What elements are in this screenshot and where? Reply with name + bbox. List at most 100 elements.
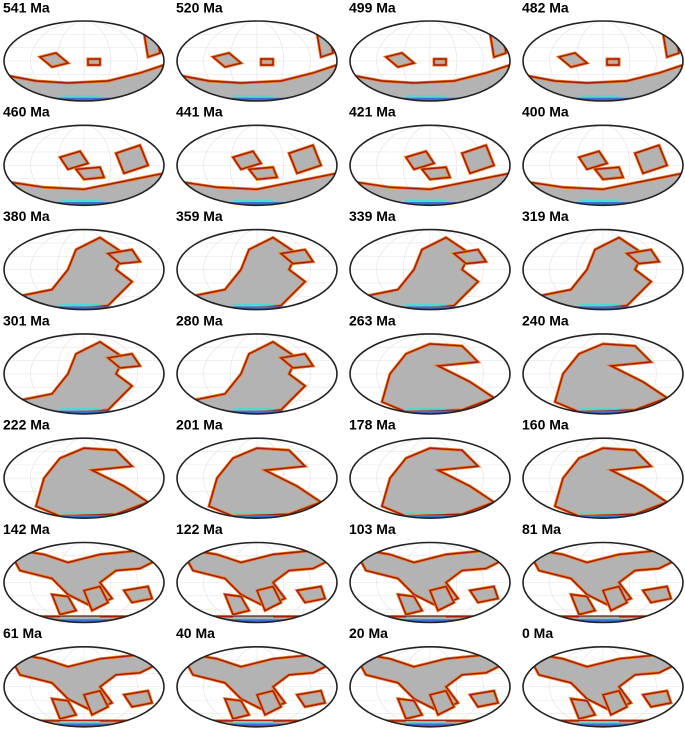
margin <box>177 615 337 623</box>
map-outline <box>176 124 338 207</box>
margin <box>523 720 683 727</box>
landmass <box>294 584 327 605</box>
landmass <box>467 584 500 605</box>
map-outline <box>349 541 511 624</box>
map-panel: 339 Ma <box>349 208 511 311</box>
age-label: 280 Ma <box>176 312 223 328</box>
map-panel: 541 Ma <box>3 0 165 102</box>
landmass <box>380 446 498 518</box>
age-label: 201 Ma <box>176 417 223 433</box>
margin <box>420 166 451 181</box>
map-outline <box>349 333 511 415</box>
margin <box>177 64 337 101</box>
map-panel: 499 Ma <box>349 0 511 102</box>
margin <box>468 585 499 604</box>
margin <box>350 64 510 101</box>
map-outline <box>3 541 165 624</box>
map-outline <box>349 228 511 311</box>
age-label: 160 Ma <box>522 417 569 433</box>
landmass <box>640 689 673 709</box>
map-panel: 61 Ma <box>3 625 165 728</box>
age-label: 380 Ma <box>3 208 50 224</box>
landmass <box>34 446 152 518</box>
age-label: 541 Ma <box>3 0 50 15</box>
margin <box>350 615 510 623</box>
margin <box>523 615 683 623</box>
graticule <box>30 229 138 310</box>
margin <box>256 585 282 612</box>
graticule <box>229 125 285 206</box>
age-label: 103 Ma <box>349 521 396 537</box>
margin <box>256 689 282 716</box>
landmass <box>207 446 325 518</box>
margin <box>35 447 150 517</box>
margin <box>4 720 164 727</box>
age-label: 0 Ma <box>522 625 553 641</box>
landmass <box>380 342 498 414</box>
age-label: 460 Ma <box>3 104 50 120</box>
map-outline <box>3 20 165 102</box>
map-body <box>177 21 337 101</box>
margin <box>381 343 496 413</box>
age-label: 520 Ma <box>176 0 223 15</box>
landmass <box>553 342 671 414</box>
margin <box>179 651 335 712</box>
margin <box>122 690 153 708</box>
map-outline <box>522 541 684 624</box>
landmass <box>86 57 102 67</box>
margin <box>260 58 274 66</box>
margin <box>641 585 672 604</box>
landmass <box>114 143 150 176</box>
landmass <box>633 143 669 176</box>
map-outline <box>176 437 338 520</box>
age-label: 142 Ma <box>3 521 50 537</box>
graticule <box>56 125 112 206</box>
age-label: 319 Ma <box>522 208 569 224</box>
map-outline <box>522 645 684 728</box>
graticule <box>376 438 484 519</box>
map-panel: 201 Ma <box>176 417 338 520</box>
map-panel: 178 Ma <box>349 417 511 520</box>
margin <box>525 547 681 608</box>
map-outline <box>3 228 165 311</box>
graticule <box>30 646 138 727</box>
age-label: 61 Ma <box>3 625 42 641</box>
margin <box>634 144 668 175</box>
landmass <box>294 689 327 709</box>
map-outline <box>349 437 511 520</box>
landmass <box>259 57 275 67</box>
map-outline <box>349 645 511 728</box>
graticule <box>30 438 138 519</box>
landmass <box>121 689 154 709</box>
margin <box>396 697 424 720</box>
margin <box>83 689 109 716</box>
graticule <box>376 542 484 623</box>
margin <box>381 447 496 517</box>
map-panel: 441 Ma <box>176 104 338 207</box>
margin <box>74 166 105 181</box>
margin <box>577 150 609 171</box>
margin <box>452 248 488 265</box>
map-body <box>523 333 683 414</box>
map-body <box>523 125 683 206</box>
margin <box>295 585 326 604</box>
margin <box>525 651 681 712</box>
map-panel: 122 Ma <box>176 521 338 624</box>
graticule <box>30 333 138 414</box>
map-outline <box>349 124 511 207</box>
map-panel: 400 Ma <box>522 104 684 207</box>
map-outline <box>3 333 165 415</box>
map-outline <box>349 20 511 102</box>
map-outline <box>176 541 338 624</box>
margin <box>177 720 337 727</box>
map-panel: 20 Ma <box>349 625 511 728</box>
margin <box>625 248 661 265</box>
map-body <box>177 333 337 414</box>
graticule <box>203 646 311 727</box>
map-outline <box>522 333 684 415</box>
margin <box>83 585 109 612</box>
age-label: 40 Ma <box>176 625 215 641</box>
landmass <box>460 143 496 176</box>
graticule <box>575 125 631 206</box>
